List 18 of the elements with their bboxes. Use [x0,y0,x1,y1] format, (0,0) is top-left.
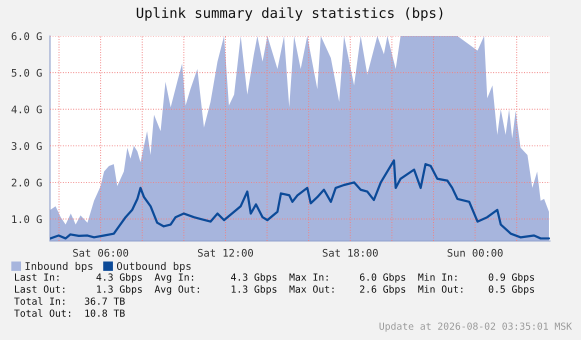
y-tick-label: 2.0 G [12,178,42,187]
legend-label: Outbound bps [116,262,191,272]
x-tick-label: Sat 18:00 [322,248,378,257]
y-tick-label: 4.0 G [12,105,42,114]
x-tick-label: Sun 00:00 [448,248,503,257]
y-tick-label: 3.0 G [12,142,42,150]
y-tick-label: 6.0 G [12,32,42,40]
legend-label: Inbound bps [26,262,92,272]
y-tick-label: 5.0 G [12,68,42,77]
chart-title: Uplink summary daily statistics (bps) [136,7,442,21]
text: Total Out: 10.8 TB [14,309,125,317]
x-tick-label: Sat 06:00 [73,248,128,257]
text: Update at 2026-08-02 03:35:01 MSK [380,322,572,332]
y-tick-label: 1.0 G [12,215,42,224]
text: Last Out: 1.3 Gbps Avg Out: 1.3 Gbps Max Out: 2.6 Gbps Min Out: 0.5 Gbps [15,285,534,295]
text: Last In: 4.3 Gbps Avg In: 4.3 Gbps Max In: 6.0 Gbps Min In: 0.9 Gbps [15,273,534,283]
x-tick-label: Sat 12:00 [198,248,253,257]
text: Total In: 36.7 TB [14,297,125,305]
